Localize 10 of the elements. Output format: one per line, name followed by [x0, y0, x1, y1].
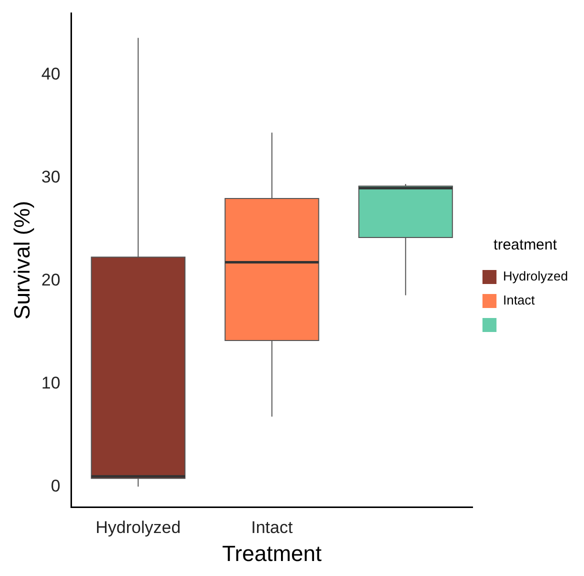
y-tick-label: 10 [41, 373, 60, 392]
y-tick-label: 40 [41, 64, 60, 84]
y-tick-label: 20 [41, 270, 60, 290]
x-axis-title: Treatment [222, 540, 322, 566]
y-axis-title: Survival (%) [9, 200, 34, 320]
legend-label: Intact [502, 292, 536, 308]
legend-label: Hydrolyzed [502, 268, 568, 284]
y-tick-label: 0 [50, 476, 60, 496]
y-tick-label: 30 [41, 168, 60, 187]
legend-title: treatment [494, 236, 558, 254]
